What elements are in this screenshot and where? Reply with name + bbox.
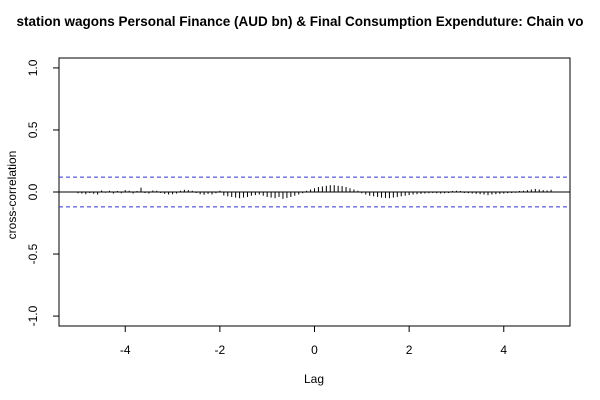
x-tick-label: -4 (120, 343, 131, 357)
y-tick-label: -1.0 (26, 305, 40, 326)
y-tick-label: 0.5 (26, 121, 40, 138)
x-axis-label: Lag (304, 372, 324, 386)
x-tick-label: 0 (311, 343, 318, 357)
x-tick-label: -2 (215, 343, 226, 357)
y-tick-label: 1.0 (26, 59, 40, 76)
y-tick-label: -0.5 (26, 243, 40, 264)
x-axis: -4 -2 0 2 4 (120, 326, 507, 357)
y-axis: -1.0 -0.5 0.0 0.5 1.0 (26, 59, 59, 326)
x-tick-label: 4 (500, 343, 507, 357)
x-tick-label: 2 (406, 343, 413, 357)
y-tick-label: 0.0 (26, 183, 40, 200)
y-axis-label: cross-correlation (5, 151, 19, 240)
chart-title: station wagons Personal Finance (AUD bn)… (16, 14, 583, 29)
ccf-bars (77, 185, 552, 199)
